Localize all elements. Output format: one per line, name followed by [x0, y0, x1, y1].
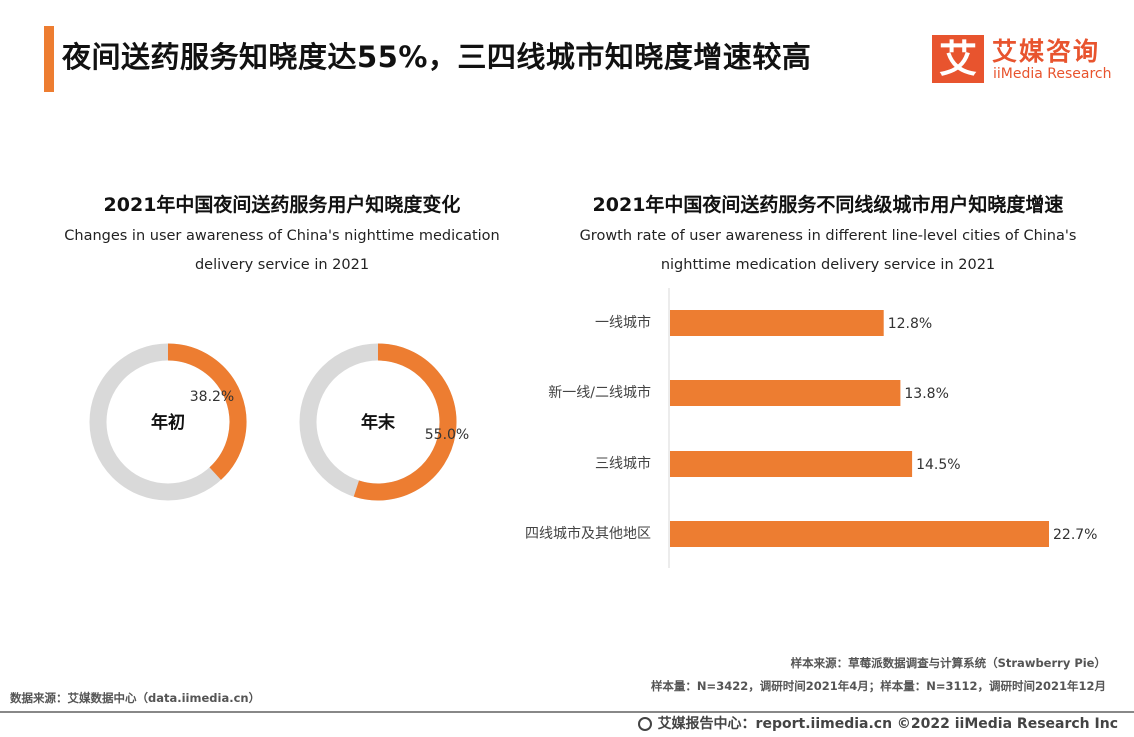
brand-logo: 艾 艾媒咨询 iiMedia Research	[932, 32, 1122, 88]
bar-value-label-2: 13.8%	[904, 386, 948, 402]
bar-category-label-2: 新一线/二线城市	[548, 384, 651, 401]
logo-name-en: iiMedia Research	[993, 66, 1112, 82]
bar-category-label-3: 三线城市	[595, 455, 651, 472]
left-chart-subtitle-line1: Changes in user awareness of China's nig…	[64, 228, 500, 244]
title-accent-bar	[44, 26, 54, 92]
left-chart-subtitle: Changes in user awareness of China's nig…	[30, 222, 534, 280]
bar-value-label-4: 22.7%	[1053, 527, 1097, 543]
sample-source-note: 样本来源：草莓派数据调查与计算系统（Strawberry Pie）	[790, 656, 1106, 670]
logo-mark-icon: 艾	[932, 35, 984, 83]
bar-category-label-4: 四线城市及其他地区	[525, 525, 651, 542]
footer-divider	[0, 711, 1134, 713]
right-chart-subtitle-line2: nighttime medication delivery service in…	[660, 257, 996, 273]
bar-1	[670, 310, 884, 336]
left-chart-subtitle-line2: delivery service in 2021	[194, 257, 370, 273]
right-chart-title: 2021年中国夜间送药服务不同线级城市用户知晓度增速	[592, 194, 1064, 216]
bar-value-label-1: 12.8%	[888, 316, 932, 332]
footer: 艾媒报告中心：report.iimedia.cn ©2022 iiMedia R…	[637, 713, 1118, 733]
donut-start-value-arc	[167, 343, 247, 480]
logo-name-cn: 艾媒咨询	[992, 37, 1101, 66]
bar-4	[670, 521, 1049, 547]
donut-end-value-arc	[353, 343, 457, 501]
page-title: 夜间送药服务知晓度达55%，三四线城市知晓度增速较高	[62, 40, 812, 74]
donut-start-center-label: 年初	[151, 412, 185, 433]
globe-icon	[637, 717, 652, 731]
bar-value-label-3: 14.5%	[916, 457, 960, 473]
bar-3	[670, 451, 913, 477]
bar-category-label-1: 一线城市	[595, 314, 651, 331]
data-source-note: 数据来源：艾媒数据中心（data.iimedia.cn）	[10, 691, 261, 705]
left-chart-title: 2021年中国夜间送药服务用户知晓度变化	[103, 194, 461, 216]
sample-size-note: 样本量：N=3422，调研时间2021年4月；样本量：N=3112，调研时间20…	[650, 679, 1106, 693]
donut-start-value-label: 38.2%	[190, 389, 234, 405]
bar-2	[670, 380, 901, 406]
right-chart-subtitle-line1: Growth rate of user awareness in differe…	[579, 228, 1077, 244]
donut-end-center-label: 年末	[361, 412, 396, 433]
donut-end-value-label: 55.0%	[425, 427, 469, 443]
footer-text: 艾媒报告中心：report.iimedia.cn ©2022 iiMedia R…	[657, 716, 1118, 732]
right-chart-subtitle: Growth rate of user awareness in differe…	[548, 222, 1108, 280]
